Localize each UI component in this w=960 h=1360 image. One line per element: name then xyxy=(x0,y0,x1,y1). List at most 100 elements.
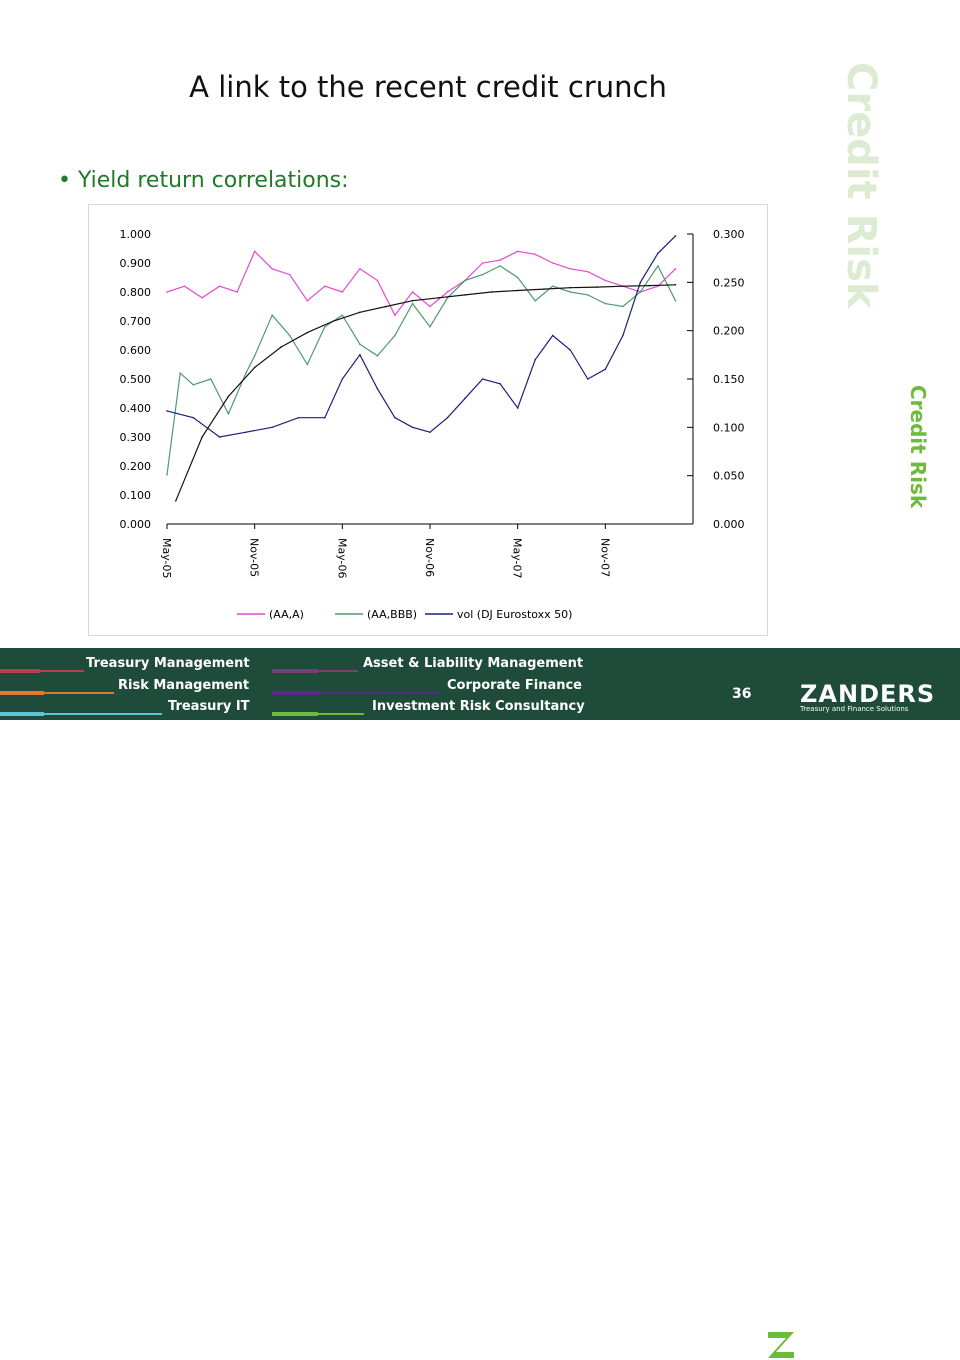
series-point-0 xyxy=(271,268,273,270)
series-point-1 xyxy=(551,285,554,287)
series-point-1 xyxy=(324,326,326,328)
series-point-1 xyxy=(674,299,677,302)
series-point-1 xyxy=(359,343,361,345)
bullet-text: Yield return correlations: xyxy=(78,168,349,193)
series-point-2 xyxy=(534,358,536,361)
zanders-logo-icon xyxy=(768,1332,794,1358)
series-point-0 xyxy=(376,279,379,282)
series-point-0 xyxy=(201,297,203,299)
series-point-1 xyxy=(604,302,607,305)
series-point-2 xyxy=(359,354,361,356)
series-point-3 xyxy=(438,297,440,299)
series-point-2 xyxy=(394,416,396,419)
series-line-2 xyxy=(166,235,676,438)
footer-link-bar xyxy=(0,669,84,673)
series-point-2 xyxy=(516,407,519,409)
series-point-1 xyxy=(227,413,230,415)
series-point-2 xyxy=(166,410,168,412)
series-point-1 xyxy=(192,384,195,386)
brand-tagline: Treasury and Finance Solutions xyxy=(800,705,909,713)
series-point-2 xyxy=(657,252,659,255)
correlation-chart: 1.000 0.900 0.800 0.700 0.600 0.500 0.400 0.300… xyxy=(120,228,745,621)
page-number: 36 xyxy=(732,686,752,702)
footer-link[interactable]: Corporate Finance xyxy=(447,678,583,693)
series-point-3 xyxy=(280,346,282,348)
left-tick-label: 0.200 xyxy=(120,460,152,473)
left-tick-label: 0.800 xyxy=(120,286,152,299)
series-point-2 xyxy=(376,387,379,390)
footer-link[interactable]: Asset & Liability Management xyxy=(363,656,584,671)
series-point-0 xyxy=(604,279,607,282)
series-point-0 xyxy=(288,273,291,276)
footer-link[interactable]: Risk Management xyxy=(118,678,250,693)
right-tick-label: 0.050 xyxy=(713,470,745,483)
series-point-3 xyxy=(464,294,466,296)
series-point-0 xyxy=(569,268,572,270)
right-tick-label: 0.000 xyxy=(713,518,745,531)
left-tick-label: 1.000 xyxy=(120,228,152,241)
series-point-1 xyxy=(464,279,466,282)
side-label-large-text: Credit Risk xyxy=(838,62,884,309)
series-point-1 xyxy=(166,473,168,476)
series-point-1 xyxy=(657,265,659,267)
legend-label: (AA,BBB) xyxy=(367,608,417,621)
series-point-1 xyxy=(499,265,501,267)
series-point-3 xyxy=(490,291,493,293)
series-point-2 xyxy=(324,416,326,419)
side-label-small: Credit Risk xyxy=(900,385,930,535)
series-point-3 xyxy=(674,284,677,286)
series-point-1 xyxy=(516,276,519,279)
series-point-1 xyxy=(534,299,536,302)
bullet-dot-icon: • xyxy=(58,168,71,193)
right-tick-label: 0.300 xyxy=(713,228,745,241)
series-point-0 xyxy=(446,291,449,293)
series-point-1 xyxy=(245,372,247,374)
left-tick-label: 0.700 xyxy=(120,315,152,328)
series-point-0 xyxy=(429,305,431,308)
x-tick-label: May-05 xyxy=(160,538,173,579)
series-point-1 xyxy=(341,314,344,316)
series-point-3 xyxy=(516,289,519,292)
series-point-2 xyxy=(271,426,273,429)
series-point-3 xyxy=(543,288,545,290)
footer-link-bar xyxy=(272,669,358,673)
series-point-1 xyxy=(569,291,572,293)
side-label-small-text: Credit Risk xyxy=(906,385,930,509)
series-point-2 xyxy=(604,368,607,371)
brand-name: ZANDERS xyxy=(800,680,936,708)
series-point-3 xyxy=(411,299,414,302)
series-point-3 xyxy=(332,320,335,322)
footer-link-bar xyxy=(272,691,440,695)
left-tick-label: 0.400 xyxy=(120,402,152,415)
right-tick-label: 0.200 xyxy=(713,325,745,338)
legend-label: vol (DJ Eurostoxx 50) xyxy=(457,608,572,621)
footer-bar: Treasury Management Risk Management Treasu… xyxy=(0,648,960,1358)
footer-link[interactable]: Treasury IT xyxy=(168,699,250,714)
footer-link[interactable]: Treasury Management xyxy=(86,656,250,671)
left-tick-label: 0.300 xyxy=(120,431,152,444)
series-point-0 xyxy=(306,299,309,302)
series-point-1 xyxy=(481,273,484,276)
series-point-0 xyxy=(236,291,238,293)
series-point-2 xyxy=(429,431,431,433)
series-point-1 xyxy=(271,314,273,316)
series-point-1 xyxy=(179,372,181,374)
series-point-0 xyxy=(499,259,501,261)
series-point-2 xyxy=(341,378,344,380)
series-point-1 xyxy=(253,355,256,357)
chart-container: 1.000 0.900 0.800 0.700 0.600 0.500 0.400 0.300… xyxy=(88,204,768,636)
series-point-2 xyxy=(464,397,466,400)
series-point-0 xyxy=(166,291,168,293)
series-point-0 xyxy=(394,314,396,316)
series-point-3 xyxy=(569,286,572,289)
left-tick-label: 0.600 xyxy=(120,344,152,357)
series-point-2 xyxy=(551,334,554,337)
series-point-3 xyxy=(227,395,230,398)
series-point-2 xyxy=(297,416,300,419)
series-point-0 xyxy=(587,270,589,273)
series-point-1 xyxy=(411,302,414,305)
series-point-1 xyxy=(639,291,642,293)
series-point-3 xyxy=(175,500,177,502)
x-tick-label: May-07 xyxy=(511,538,524,579)
footer-link[interactable]: Investment Risk Consultancy xyxy=(372,699,585,714)
